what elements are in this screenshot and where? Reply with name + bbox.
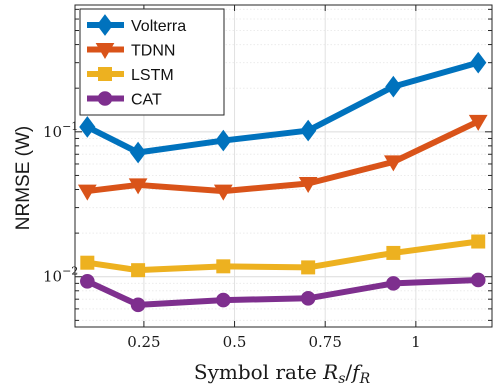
data-point-volterra bbox=[215, 129, 232, 152]
data-point-tdnn bbox=[298, 176, 318, 193]
axes bbox=[74, 4, 493, 328]
legend-entry-tdnn: TDNN bbox=[87, 43, 175, 60]
data-point-cat bbox=[80, 274, 95, 289]
data-point-cat bbox=[470, 272, 486, 288]
x-axis-label-prefix: Symbol rate bbox=[194, 360, 323, 384]
series-line-cat bbox=[86, 276, 479, 308]
legend-label-cat: CAT bbox=[131, 92, 162, 109]
data-point-lstm bbox=[471, 234, 486, 249]
data-point-tdnn bbox=[383, 155, 403, 172]
legend-entry-lstm: LSTM bbox=[87, 67, 174, 84]
data-point-cat bbox=[216, 292, 231, 308]
series-lstm bbox=[80, 234, 486, 278]
data-point-cat bbox=[130, 297, 146, 313]
data-point-lstm bbox=[301, 260, 316, 275]
legend-label-lstm: LSTM bbox=[131, 67, 174, 84]
data-point-tdnn bbox=[468, 114, 488, 131]
legend-marker-tdnn bbox=[95, 43, 115, 59]
x-axis-label: Symbol rate Rs/fR bbox=[194, 360, 371, 387]
y-tick-label-base: 10 bbox=[43, 123, 62, 141]
y-axis-label: NRMSE (W) bbox=[13, 126, 34, 230]
x-tick-label: 0.75 bbox=[308, 333, 341, 351]
data-point-lstm bbox=[216, 259, 231, 274]
legend-label-tdnn: TDNN bbox=[131, 43, 175, 60]
data-point-lstm bbox=[131, 263, 146, 278]
legend-marker-lstm bbox=[98, 67, 112, 81]
y-tick-label-exponent: −1 bbox=[62, 120, 78, 133]
data-point-volterra bbox=[385, 75, 402, 98]
series-tdnn bbox=[77, 114, 488, 201]
data-point-volterra bbox=[129, 141, 147, 164]
legend: Volterra TDNN LSTM CAT bbox=[79, 8, 225, 116]
x-tick-label: 0.5 bbox=[223, 333, 247, 351]
data-point-volterra bbox=[300, 119, 317, 142]
y-tick-label-exponent: −2 bbox=[62, 265, 78, 278]
data-point-tdnn bbox=[128, 178, 148, 195]
series-line-lstm bbox=[86, 238, 479, 274]
x-axis-label-r-sub: s bbox=[338, 371, 345, 387]
data-point-lstm bbox=[80, 255, 95, 270]
data-point-cat bbox=[300, 290, 316, 306]
x-tick-label: 1 bbox=[411, 333, 421, 351]
legend-marker-cat bbox=[97, 91, 113, 106]
x-tick-label: 0.25 bbox=[127, 333, 160, 351]
series-line-tdnn bbox=[86, 118, 480, 195]
x-axis-label-f-sub: R bbox=[359, 371, 371, 387]
series-volterra bbox=[79, 51, 487, 164]
y-tick-label-base: 10 bbox=[43, 268, 62, 286]
data-point-tdnn bbox=[213, 184, 233, 201]
series-line-volterra bbox=[85, 59, 480, 156]
x-axis-label-r: R bbox=[322, 360, 338, 384]
tick-labels: 10−210−10.25 0.5 0.75 1 bbox=[43, 120, 421, 351]
y-tick-label: 10−1 bbox=[43, 120, 78, 141]
legend-label-volterra: Volterra bbox=[131, 18, 186, 35]
legend-marker-volterra bbox=[96, 14, 114, 36]
axes-box bbox=[74, 4, 493, 328]
legend-entry-cat: CAT bbox=[87, 91, 162, 109]
legend-entry-volterra: Volterra bbox=[87, 14, 186, 36]
y-tick-label: 10−2 bbox=[43, 265, 78, 286]
series-cat bbox=[80, 272, 486, 313]
data-point-lstm bbox=[386, 245, 401, 260]
x-axis-label-slash: / bbox=[345, 360, 352, 384]
data-point-tdnn bbox=[77, 184, 97, 201]
data-point-volterra bbox=[79, 116, 96, 138]
data-point-cat bbox=[386, 276, 401, 291]
series-layer bbox=[77, 51, 488, 313]
data-point-volterra bbox=[470, 51, 487, 74]
